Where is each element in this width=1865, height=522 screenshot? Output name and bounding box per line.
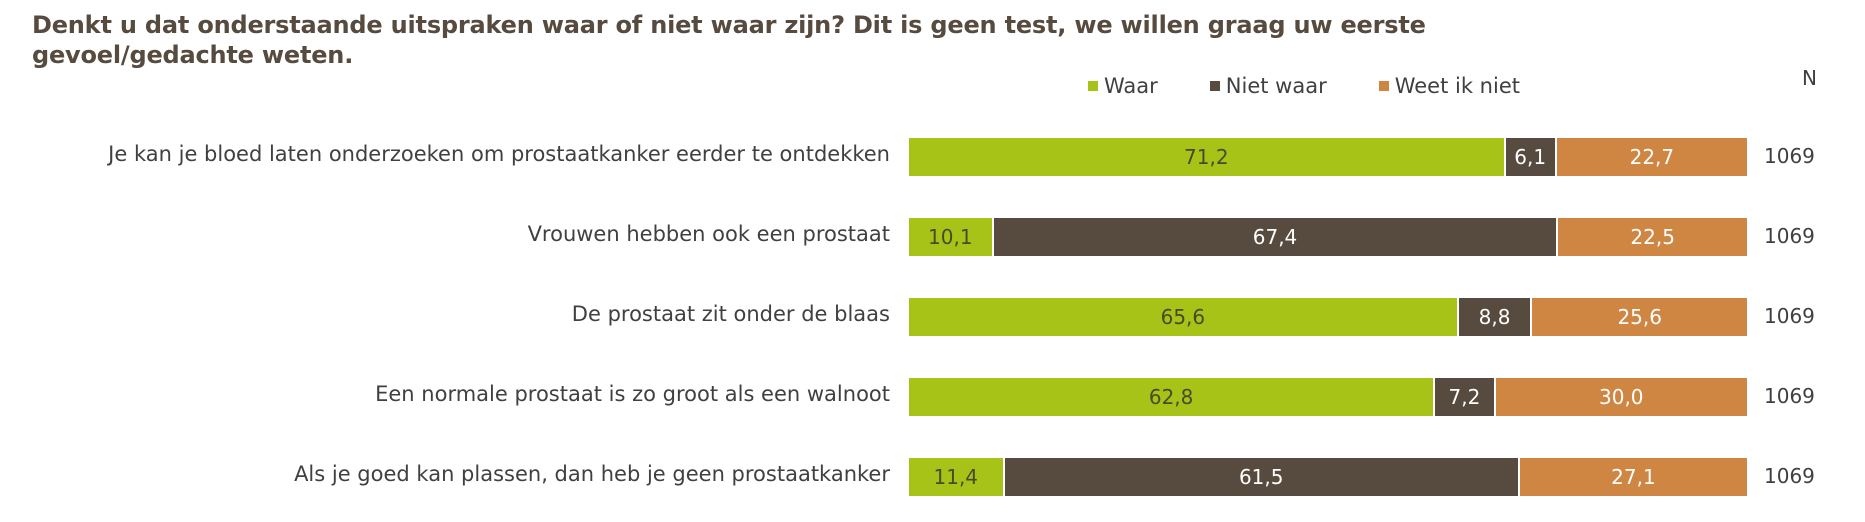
legend: Waar Niet waar Weet ik niet — [1088, 74, 1572, 98]
legend-item-niet-waar: Niet waar — [1209, 74, 1327, 98]
bar-segment-waar: 71,2 — [909, 138, 1506, 176]
chart-title: Denkt u dat onderstaande uitspraken waar… — [32, 11, 1426, 69]
legend-swatch-weet-ik-niet-icon — [1378, 81, 1389, 91]
row-label: Als je goed kan plassen, dan heb je geen… — [294, 462, 890, 486]
row-label: Vrouwen hebben ook een prostaat — [527, 222, 890, 246]
n-value: 1069 — [1764, 224, 1815, 248]
n-value: 1069 — [1764, 304, 1815, 328]
chart-row: Als je goed kan plassen, dan heb je geen… — [0, 458, 1865, 496]
bar-segment-waar: 65,6 — [909, 298, 1459, 336]
legend-label: Waar — [1104, 74, 1158, 98]
bar-segment-nietwaar: 7,2 — [1435, 378, 1496, 416]
stacked-bar: 62,8 7,2 30,0 — [909, 378, 1747, 416]
chart-row: Je kan je bloed laten onderzoeken om pro… — [0, 138, 1865, 176]
n-value: 1069 — [1764, 144, 1815, 168]
n-value: 1069 — [1764, 384, 1815, 408]
stacked-bar: 10,1 67,4 22,5 — [909, 218, 1747, 256]
bar-segment-waar: 11,4 — [909, 458, 1005, 496]
legend-item-weet-ik-niet: Weet ik niet — [1378, 74, 1520, 98]
row-label: Je kan je bloed laten onderzoeken om pro… — [108, 142, 890, 166]
legend-label: Niet waar — [1225, 74, 1327, 98]
bar-segment-nietwaar: 6,1 — [1505, 138, 1557, 176]
bar-segment-weet: 30,0 — [1495, 378, 1747, 416]
n-value: 1069 — [1764, 464, 1815, 488]
chart-row: Vrouwen hebben ook een prostaat 10,1 67,4 2… — [0, 218, 1865, 256]
bar-segment-weet: 22,7 — [1556, 138, 1747, 176]
legend-swatch-waar-icon — [1088, 81, 1098, 91]
bar-segment-waar: 62,8 — [909, 378, 1436, 416]
stacked-bar: 65,6 8,8 25,6 — [909, 298, 1747, 336]
legend-swatch-niet-waar-icon — [1209, 81, 1220, 91]
bar-segment-weet: 25,6 — [1532, 298, 1747, 336]
bar-segment-weet: 27,1 — [1519, 458, 1747, 496]
stacked-bar: 11,4 61,5 27,1 — [909, 458, 1747, 496]
stacked-bar: 71,2 6,1 22,7 — [909, 138, 1747, 176]
chart-row: Een normale prostaat is zo groot als een… — [0, 378, 1865, 416]
n-column-header: N — [1802, 66, 1817, 90]
row-label: De prostaat zit onder de blaas — [571, 302, 890, 326]
bar-segment-waar: 10,1 — [909, 218, 994, 256]
row-label: Een normale prostaat is zo groot als een… — [375, 382, 890, 406]
legend-item-waar: Waar — [1088, 74, 1158, 98]
legend-label: Weet ik niet — [1394, 74, 1520, 98]
bar-segment-nietwaar: 67,4 — [993, 218, 1559, 256]
bar-segment-weet: 22,5 — [1558, 218, 1747, 256]
bar-segment-nietwaar: 8,8 — [1458, 298, 1533, 336]
bar-segment-nietwaar: 61,5 — [1004, 458, 1520, 496]
chart-row: De prostaat zit onder de blaas 65,6 8,8 25,… — [0, 298, 1865, 336]
